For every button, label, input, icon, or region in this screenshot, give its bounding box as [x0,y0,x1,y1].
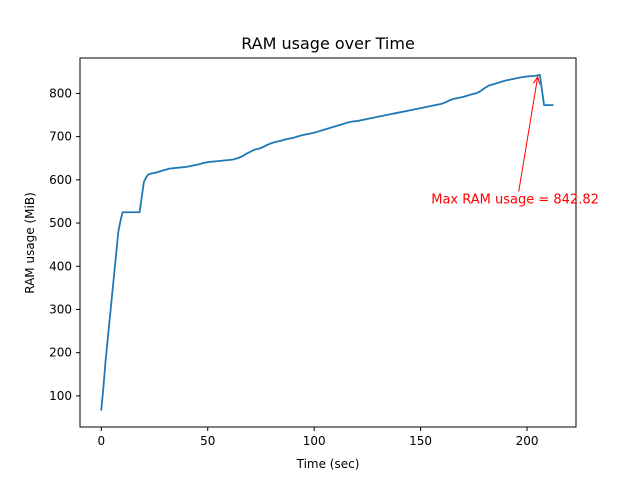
annotation-arrow-line [518,76,539,192]
series-line-0 [100,74,554,411]
x-tick-label: 50 [200,434,215,448]
plot-area [100,74,554,411]
y-tick-label: 500 [49,216,72,230]
y-tick-label: 400 [49,259,72,273]
axes-frame [79,57,577,428]
x-tick-label: 0 [97,434,105,448]
annotations: Max RAM usage = 842.82 [431,75,599,208]
annotation-label: Max RAM usage = 842.82 [431,193,599,208]
y-tick-label: 300 [49,302,72,316]
y-tick-label: 100 [49,389,72,403]
x-axis-title: Time (sec) [296,457,360,471]
axes: 0 50 100 150 200 100 200 300 400 500 600 700 800 [49,57,577,448]
x-tick-label: 100 [303,434,326,448]
y-tick-label: 800 [49,86,72,100]
y-tick-label: 200 [49,346,72,360]
y-tick-label: 700 [49,130,72,144]
chart-title: RAM usage over Time [241,34,415,53]
y-tick-label: 600 [49,173,72,187]
x-tick-label: 150 [409,434,432,448]
x-tick-label: 200 [516,434,539,448]
annotation-arrow-head [532,75,541,85]
y-axis-title: RAM usage (MiB) [23,192,37,294]
